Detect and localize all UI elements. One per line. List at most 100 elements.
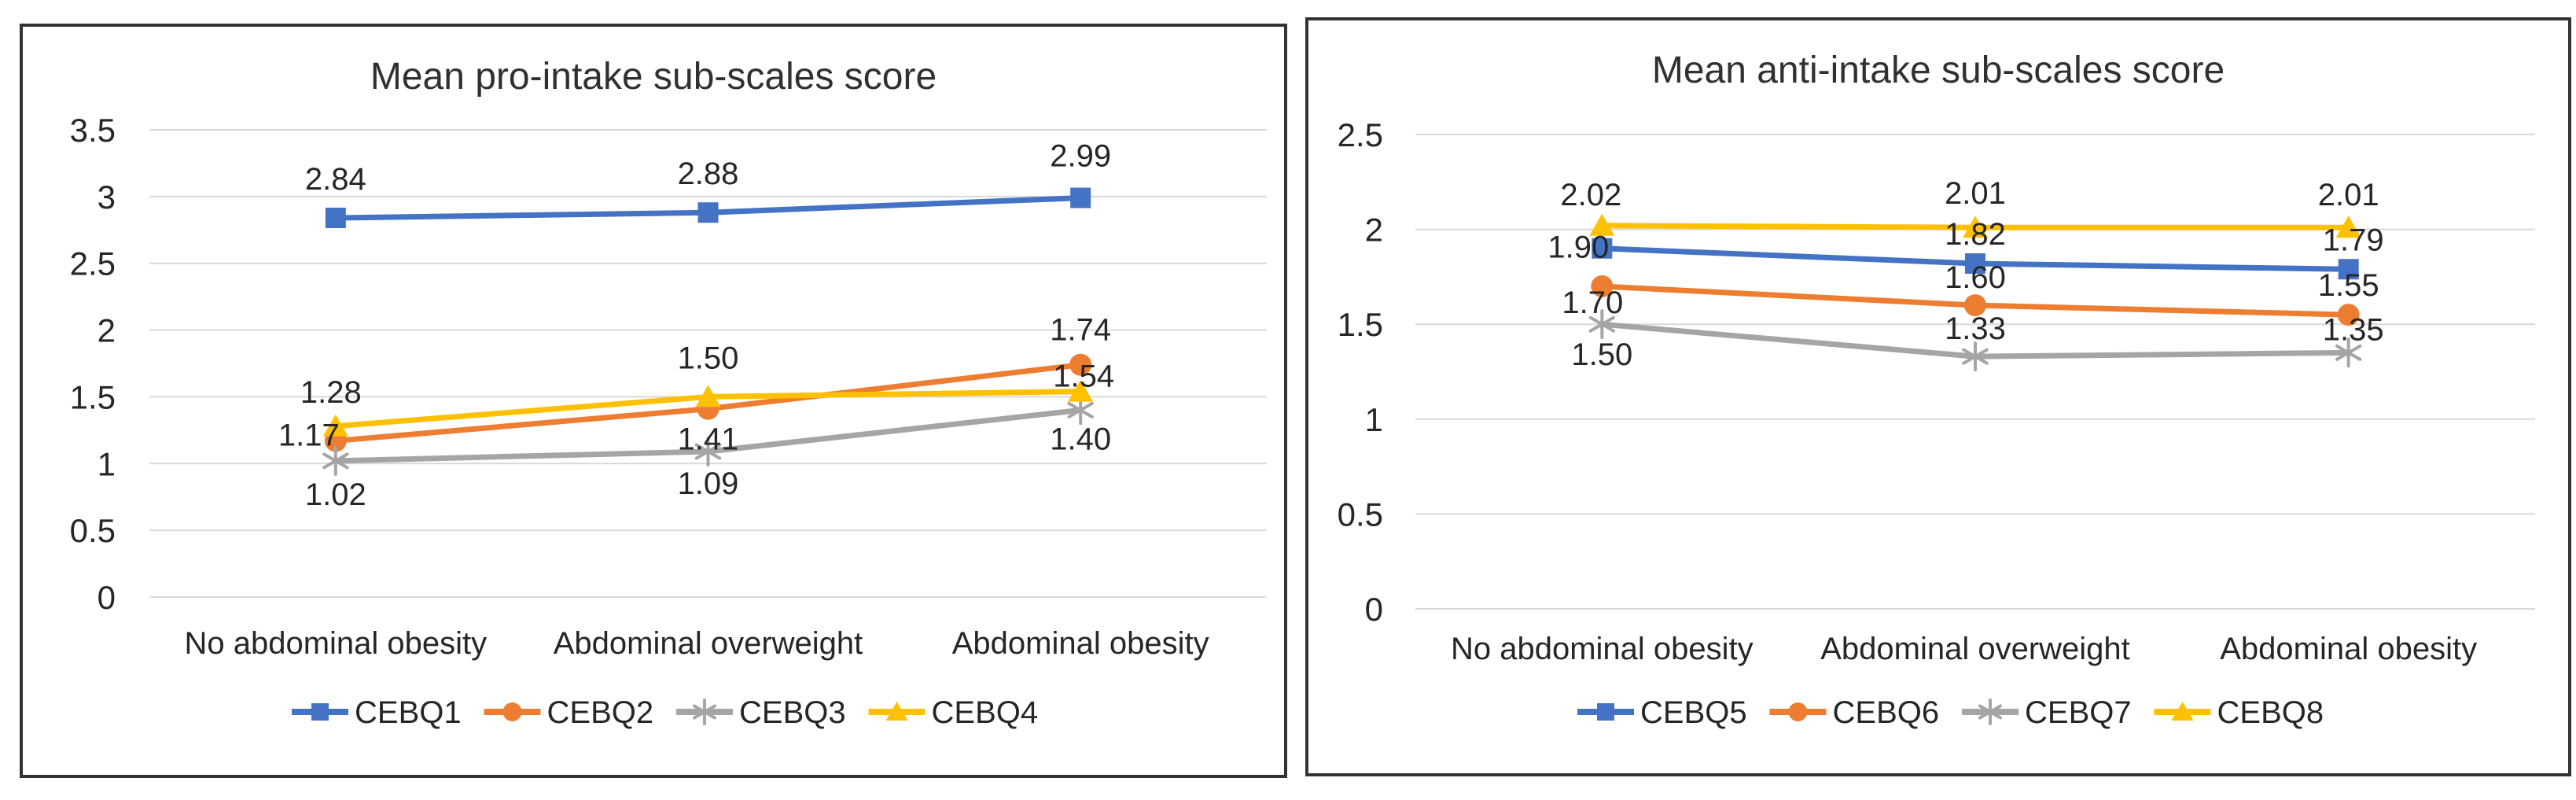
marker-triangle-legend-CEBQ8: [2171, 702, 2194, 721]
marker-square-legend-CEBQ1: [311, 703, 329, 721]
y-axis-tick-label: 1: [98, 445, 116, 482]
legend-item-CEBQ1: CEBQ1: [292, 695, 462, 730]
y-axis-tick-label: 3.5: [70, 112, 116, 149]
series-CEBQ6: [1591, 275, 2360, 326]
y-axis: 0 0.5 1 1.5 2 2.5: [1338, 116, 1383, 628]
marker-triangle-CEBQ4: [695, 385, 721, 407]
series-CEBQ5: [1592, 238, 2359, 280]
x-axis-category-label: Abdominal overweight: [1820, 632, 2130, 666]
chart-title: Mean anti-intake sub-scales score: [1651, 50, 2225, 91]
marker-asterisk-CEBQ7: [2335, 337, 2362, 368]
data-label-CEBQ1-2: 2.99: [1050, 139, 1111, 174]
y-axis-tick-label: 2.5: [1338, 116, 1383, 153]
marker-asterisk-CEBQ7: [1962, 341, 1989, 372]
x-axis-category-label: Abdominal obesity: [2220, 632, 2477, 666]
x-axis-category-label: No abdominal obesity: [1451, 632, 1754, 666]
data-labels: 2.84 2.88 2.99 1.17 1.41 1.74 1.02 1.09 1.40 1.28…: [278, 139, 1114, 512]
chart-title: Mean pro-intake sub-scales score: [370, 56, 937, 98]
marker-triangle-CEBQ8: [1963, 216, 1988, 238]
marker-triangle-CEBQ4: [322, 414, 348, 437]
x-axis-category-label: No abdominal obesity: [184, 626, 487, 661]
x-axis-category-label: Abdominal overweight: [554, 626, 863, 661]
x-axis: No abdominal obesity Abdominal overweight…: [184, 626, 1209, 661]
marker-square-CEBQ5: [2338, 259, 2359, 280]
data-label-CEBQ2-1: 1.41: [678, 422, 739, 457]
asterisk-spoke: [2335, 344, 2362, 361]
pro-intake-line-plot: 0 0.5 1 1.5 2 2.5 3 3.5 No abdominal obesity Abdo…: [70, 112, 1267, 730]
data-labels: 1.90 1.82 1.79 1.70 1.60 1.55 1.50 1.33 1.35 2.02…: [1547, 176, 2383, 372]
data-label-CEBQ4-2: 1.54: [1053, 359, 1114, 394]
y-axis-tick-label: 1: [1365, 401, 1383, 438]
marker-asterisk-legend-CEBQ7: [1978, 699, 2002, 725]
anti-intake-line-plot: 0 0.5 1 1.5 2 2.5 No abdominal obesity Abdomina…: [1338, 116, 2535, 730]
legend-item-CEBQ3: CEBQ3: [676, 695, 846, 730]
y-axis-tick-label: 0: [98, 579, 116, 616]
marker-square-CEBQ5: [1965, 253, 1985, 275]
marker-square-CEBQ1: [697, 202, 719, 223]
marker-square-CEBQ1: [325, 208, 346, 229]
marker-triangle-CEBQ8: [1589, 213, 1615, 236]
marker-triangle-CEBQ8: [2335, 216, 2361, 238]
y-axis-tick-label: 3: [98, 179, 116, 216]
asterisk-spoke: [694, 443, 722, 460]
marker-asterisk-CEBQ3: [322, 445, 349, 476]
data-label-CEBQ1-1: 2.88: [678, 157, 739, 191]
legend: CEBQ1 CEBQ2 CEBQ3 CEBQ4: [292, 695, 1038, 730]
y-axis-tick-label: 2: [98, 312, 116, 349]
asterisk-spoke: [693, 704, 716, 720]
marker-square-CEBQ5: [1592, 238, 1613, 259]
y-axis-tick-label: 1.5: [70, 378, 116, 415]
legend-label-CEBQ8: CEBQ8: [2217, 695, 2324, 730]
data-label-CEBQ5-2: 1.79: [2323, 223, 2384, 257]
series-CEBQ3: [322, 395, 1094, 476]
series-CEBQ1: [325, 187, 1091, 229]
legend-item-CEBQ7: CEBQ7: [1962, 695, 2132, 730]
pro-intake-chart-panel: Mean pro-intake sub-scales score 0 0.5 1 1.…: [20, 24, 1287, 778]
data-label-CEBQ4-1: 1.50: [678, 341, 739, 375]
anti-intake-chart-panel: Mean anti-intake sub-scales score 0 0.5 1 1…: [1305, 17, 2571, 776]
data-label-CEBQ7-1: 1.33: [1945, 312, 2006, 346]
asterisk-spoke: [1962, 348, 1989, 365]
marker-circle-CEBQ6: [1591, 275, 1614, 297]
marker-triangle-CEBQ4: [1068, 379, 1094, 402]
legend: CEBQ5 CEBQ6 CEBQ7 CEBQ8: [1577, 695, 2324, 730]
asterisk-spoke: [1067, 401, 1094, 418]
marker-square-CEBQ1: [1070, 187, 1091, 208]
y-axis-tick-label: 0.5: [70, 512, 116, 549]
asterisk-spoke: [1978, 704, 2002, 720]
legend-item-CEBQ6: CEBQ6: [1769, 695, 1939, 730]
marker-asterisk-legend-CEBQ3: [693, 699, 716, 725]
data-label-CEBQ6-2: 1.55: [2318, 268, 2379, 303]
marker-circle-CEBQ6: [1964, 294, 1986, 317]
x-axis-category-label: Abdominal obesity: [952, 626, 1209, 661]
data-label-CEBQ8-1: 2.01: [1945, 176, 2006, 211]
legend-item-CEBQ4: CEBQ4: [868, 695, 1039, 730]
x-axis: No abdominal obesity Abdominal overweight…: [1451, 632, 2477, 666]
y-axis-tick-label: 2: [1365, 212, 1383, 249]
data-label-CEBQ8-2: 2.01: [2318, 178, 2379, 212]
marker-circle-CEBQ2: [1069, 353, 1092, 376]
data-label-CEBQ1-0: 2.84: [305, 162, 366, 197]
series-CEBQ7: [1588, 309, 2362, 372]
data-label-CEBQ3-2: 1.40: [1050, 422, 1111, 456]
data-label-CEBQ6-0: 1.70: [1562, 286, 1623, 320]
y-axis-tick-label: 0.5: [1338, 496, 1383, 533]
data-label-CEBQ8-0: 2.02: [1560, 178, 1621, 212]
legend-item-CEBQ5: CEBQ5: [1577, 695, 1747, 730]
legend-label-CEBQ5: CEBQ5: [1640, 695, 1747, 730]
legend-item-CEBQ8: CEBQ8: [2154, 695, 2324, 730]
y-axis-tick-label: 1.5: [1338, 306, 1383, 343]
marker-square-legend-CEBQ5: [1597, 703, 1614, 721]
series-CEBQ4: [322, 379, 1094, 437]
data-label-CEBQ5-0: 1.90: [1547, 230, 1609, 265]
legend-label-CEBQ3: CEBQ3: [739, 695, 846, 730]
marker-circle-CEBQ6: [2337, 304, 2360, 326]
marker-asterisk-CEBQ3: [694, 437, 722, 467]
legend-label-CEBQ4: CEBQ4: [932, 695, 1039, 730]
asterisk-spoke: [1588, 315, 1616, 333]
data-label-CEBQ6-1: 1.60: [1945, 260, 2006, 295]
data-label-CEBQ5-1: 1.82: [1945, 217, 2006, 252]
marker-triangle-legend-CEBQ4: [885, 702, 908, 721]
data-label-CEBQ4-0: 1.28: [300, 375, 362, 410]
marker-circle-legend-CEBQ6: [1788, 702, 1808, 721]
